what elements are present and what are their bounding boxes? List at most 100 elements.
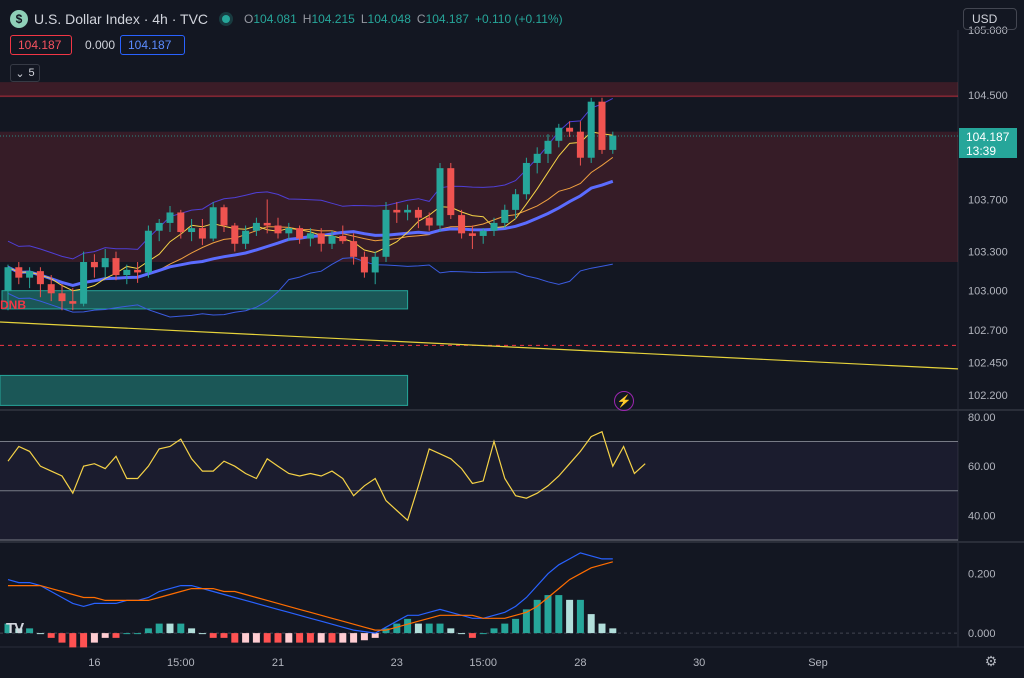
- candle-body: [209, 207, 217, 239]
- candle-body: [371, 256, 379, 273]
- candle-body: [144, 230, 152, 273]
- candle-body: [501, 209, 509, 223]
- time-tick-label: 15:00: [469, 657, 497, 669]
- macd-histogram-bar: [134, 633, 142, 635]
- currency-select[interactable]: USD: [963, 8, 1017, 30]
- candle-body: [414, 209, 422, 218]
- candle-body: [404, 209, 412, 213]
- macd-pane: [0, 552, 958, 648]
- time-tick-label: 21: [272, 657, 284, 669]
- candle-body: [512, 194, 520, 210]
- candle: [4, 264, 12, 311]
- macd-histogram-bar: [80, 633, 88, 648]
- candle-body: [522, 162, 530, 195]
- price-tick-label: 102.200: [968, 390, 1008, 402]
- candle-body: [69, 301, 77, 304]
- candle-body: [555, 127, 563, 141]
- time-tick-label: 23: [391, 657, 403, 669]
- candle-body: [317, 233, 325, 244]
- candle-body: [576, 131, 584, 158]
- macd-histogram-bar: [360, 633, 368, 641]
- macd-histogram-bar: [479, 633, 487, 635]
- candle: [533, 147, 541, 174]
- candle: [285, 222, 293, 242]
- candle-body: [36, 271, 44, 285]
- time-tick-label: Sep: [808, 657, 828, 669]
- symbol-header[interactable]: $ U.S. Dollar Index · 4h · TVC O104.081 …: [10, 8, 563, 30]
- candle: [144, 225, 152, 278]
- candle-body: [339, 235, 347, 242]
- macd-histogram-bar: [15, 628, 23, 634]
- indicators-collapse-button[interactable]: ⌄ 5: [10, 64, 40, 82]
- candle: [425, 212, 433, 231]
- candle-body: [90, 262, 98, 268]
- candle-body: [220, 207, 228, 226]
- candle: [393, 202, 401, 223]
- candle: [587, 97, 595, 163]
- candle-body: [242, 230, 250, 244]
- market-open-icon: [222, 15, 231, 23]
- candle: [112, 251, 120, 281]
- dnb-label: DNB: [0, 298, 26, 312]
- rsi-tick-label: 80.00: [968, 412, 996, 424]
- rsi-tick-label: 40.00: [968, 510, 996, 522]
- macd-histogram-bar: [458, 633, 466, 635]
- candle-body: [436, 168, 444, 226]
- macd-histogram-bar: [404, 618, 412, 634]
- candle-body: [350, 241, 358, 257]
- candle: [188, 219, 196, 242]
- symbol-title[interactable]: U.S. Dollar Index · 4h · TVC: [34, 11, 209, 27]
- macd-signal-line: [8, 561, 613, 631]
- ohlc-open: O104.081: [244, 12, 297, 26]
- zones: [0, 82, 959, 406]
- time-tick-label: 28: [574, 657, 586, 669]
- last-price-tag: 104.187 13:39: [959, 128, 1017, 158]
- indicator-count: 5: [28, 67, 35, 79]
- trend-line: [0, 321, 959, 370]
- macd-histogram-bar: [533, 599, 541, 634]
- candle: [155, 219, 163, 242]
- candle: [274, 217, 282, 239]
- dollar-logo-icon: $: [10, 10, 28, 28]
- macd-histogram-bar: [414, 623, 422, 634]
- indicator-value-blue: 104.187: [120, 35, 185, 55]
- candle-body: [15, 267, 23, 278]
- candle: [414, 207, 422, 229]
- candle: [317, 228, 325, 252]
- macd-histogram-bar: [425, 623, 433, 634]
- candle: [134, 262, 142, 283]
- price-tick-label: 105.000: [968, 25, 1008, 37]
- candle-body: [101, 258, 109, 268]
- candle-body: [188, 228, 196, 233]
- candle-body: [479, 230, 487, 236]
- rsi-line: [7, 430, 646, 522]
- macd-histogram-bar: [274, 633, 282, 643]
- price-tick-label: 102.700: [968, 325, 1008, 337]
- rsi-pane: [0, 430, 958, 541]
- candle: [306, 228, 314, 247]
- candle: [522, 157, 530, 200]
- candle-body: [4, 267, 12, 291]
- candle: [609, 131, 617, 154]
- macd-histogram-bar: [306, 633, 314, 643]
- gear-icon[interactable]: ⚙: [984, 652, 998, 669]
- candle-body: [47, 284, 55, 294]
- candle: [436, 162, 444, 233]
- macd-histogram-bar: [447, 628, 455, 634]
- candle: [90, 254, 98, 278]
- candle-body: [566, 127, 574, 132]
- candle: [468, 225, 476, 249]
- macd-histogram-bar: [177, 623, 185, 634]
- macd-histogram-bar: [490, 628, 498, 634]
- indicator-value-red: 104.187: [10, 35, 72, 55]
- indicator-value-mid: 0.000: [85, 38, 116, 52]
- ohlc-close: C104.187: [416, 12, 469, 26]
- candle-body: [123, 269, 131, 276]
- lightning-icon[interactable]: ⚡: [614, 391, 634, 411]
- macd-histogram-bar: [263, 633, 271, 643]
- candle: [576, 121, 584, 166]
- candle-body: [274, 225, 282, 234]
- macd-tick-label: 0.000: [968, 628, 996, 640]
- macd-histogram-bar: [566, 599, 574, 634]
